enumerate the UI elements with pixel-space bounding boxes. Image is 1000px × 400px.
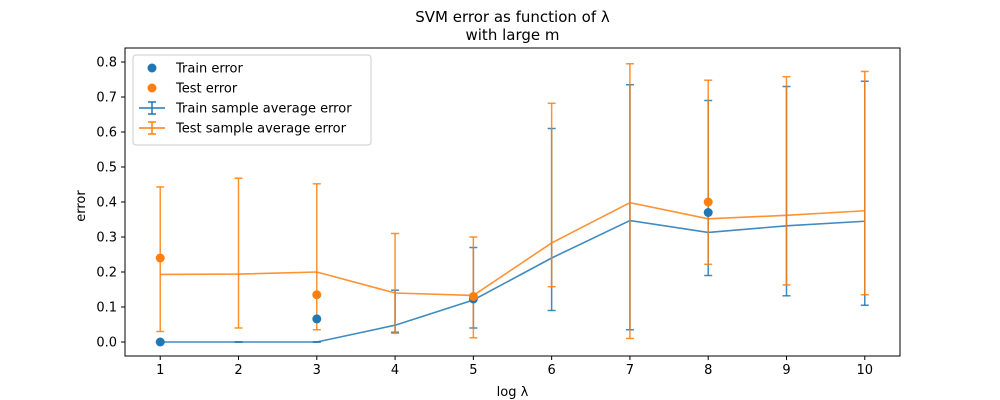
x-tick-label: 1 [156, 363, 164, 378]
data-point [468, 292, 478, 301]
x-tick-label: 2 [234, 363, 242, 378]
y-tick-label: 0.2 [96, 266, 117, 281]
chart-subtitle: with large m [466, 26, 560, 44]
y-tick-label: 0.4 [96, 196, 117, 211]
y-tick-label: 0.3 [96, 231, 117, 246]
legend-label: Train error [175, 62, 243, 77]
data-point [703, 197, 713, 207]
series-line [160, 219, 865, 343]
legend-entry: Train error [147, 62, 243, 77]
legend-entry: Train sample average error [139, 101, 352, 117]
legend: Train error Test error Train sample averag… [132, 54, 372, 146]
y-tick-label: 0.0 [96, 336, 117, 351]
legend-marker [147, 63, 157, 73]
data-point [312, 314, 322, 324]
data-point [312, 290, 322, 300]
x-tick-label: 9 [782, 363, 790, 378]
y-tick-label: 0.7 [96, 91, 117, 106]
data-point [155, 253, 165, 263]
x-tick-label: 8 [704, 363, 712, 378]
chart-title: SVM error as function of λ [415, 8, 610, 26]
x-tick-label: 7 [626, 363, 634, 378]
legend-entry: Test sample average error [139, 121, 347, 137]
x-tick-label: 5 [469, 363, 477, 378]
x-tick-label: 6 [548, 363, 556, 378]
legend-label: Test error [175, 82, 238, 97]
plot-area [155, 63, 869, 347]
series-test-error [155, 197, 713, 301]
legend-box [132, 54, 372, 146]
x-tick-label: 4 [391, 363, 399, 378]
x-axis-label: log λ [497, 385, 529, 400]
y-tick-label: 0.5 [96, 161, 117, 176]
x-tick-label: 10 [856, 363, 873, 378]
axes: 1 2 3 4 5 6 7 8 9 10 0.0 0.1 0.2 0.3 0.4 0.5 0.6 0.7 0.8 [96, 47, 901, 378]
legend-marker [147, 83, 157, 93]
y-tick-label: 0.1 [96, 301, 117, 316]
y-tick-label: 0.8 [96, 56, 117, 71]
legend-entry: Test error [147, 82, 238, 97]
series-line [160, 201, 865, 297]
y-tick-label: 0.6 [96, 126, 117, 141]
legend-label: Test sample average error [175, 122, 347, 137]
legend-label: Train sample average error [175, 102, 352, 117]
series-test-average [156, 63, 869, 340]
x-tick-label: 3 [313, 363, 321, 378]
y-axis-label: error [74, 190, 89, 222]
data-point [703, 208, 713, 217]
data-point [155, 337, 165, 347]
